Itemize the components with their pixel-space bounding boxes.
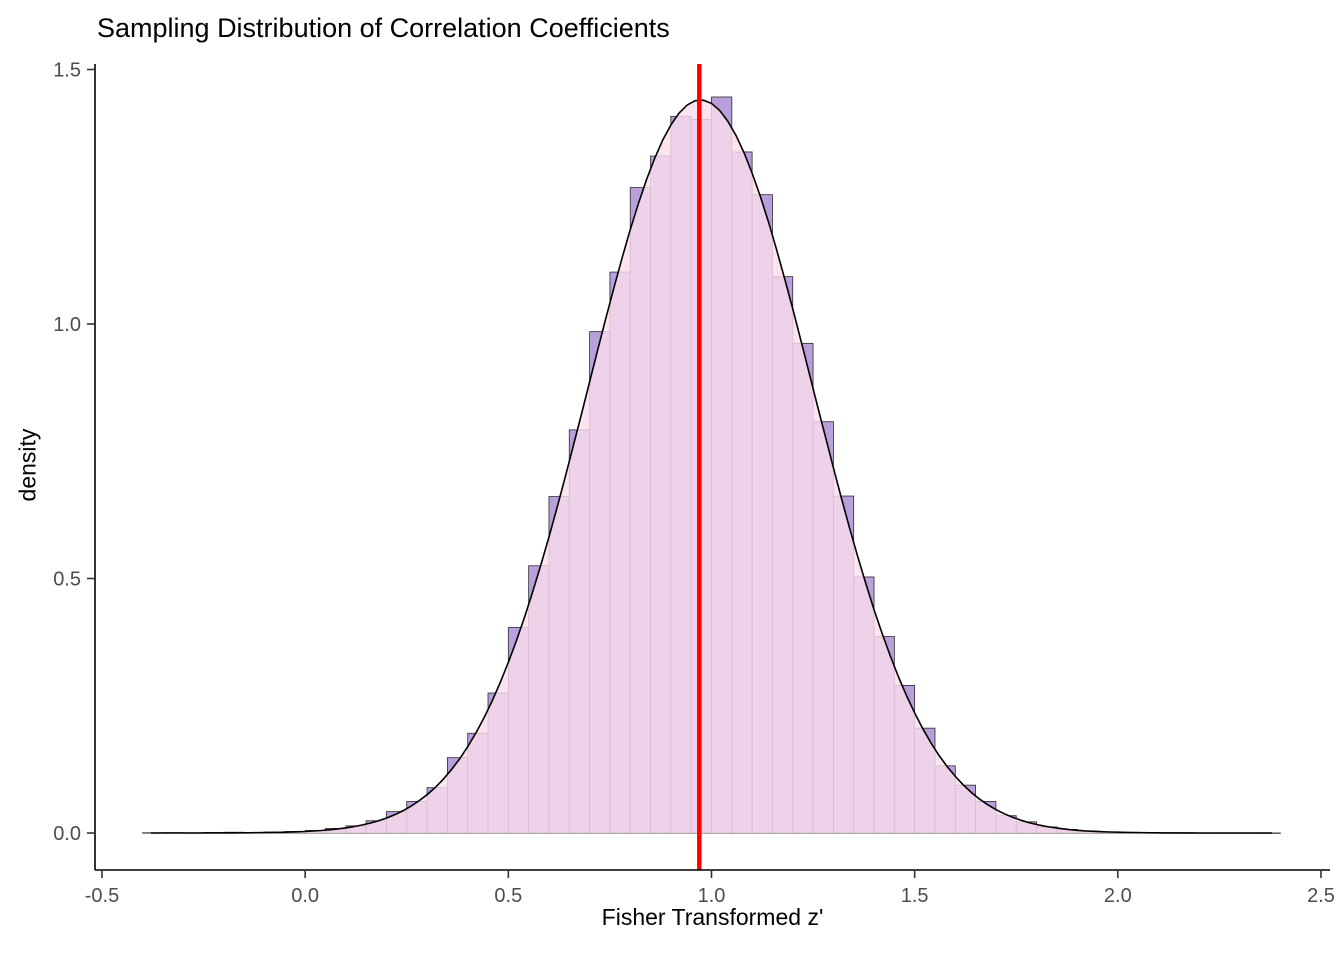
y-tick-label: 0.0 <box>53 823 81 845</box>
x-axis-title: Fisher Transformed z' <box>601 904 824 930</box>
x-tick-label: 0.0 <box>291 885 319 907</box>
y-tick-label: 1.5 <box>53 60 81 82</box>
y-axis-title: density <box>14 428 41 502</box>
x-tick-label: 0.5 <box>494 885 522 907</box>
density-curve <box>150 99 1273 834</box>
x-tick-label: -0.5 <box>85 885 119 907</box>
x-tick-label: 1.5 <box>901 885 929 907</box>
x-tick-label: 1.0 <box>698 885 726 907</box>
density-area <box>150 100 1273 833</box>
chart-title: Sampling Distribution of Correlation Coe… <box>97 13 670 43</box>
x-tick-label: 2.0 <box>1104 885 1132 907</box>
y-tick-label: 1.0 <box>53 314 81 336</box>
x-tick-label: 2.5 <box>1307 885 1335 907</box>
y-tick-label: 0.5 <box>53 569 81 591</box>
